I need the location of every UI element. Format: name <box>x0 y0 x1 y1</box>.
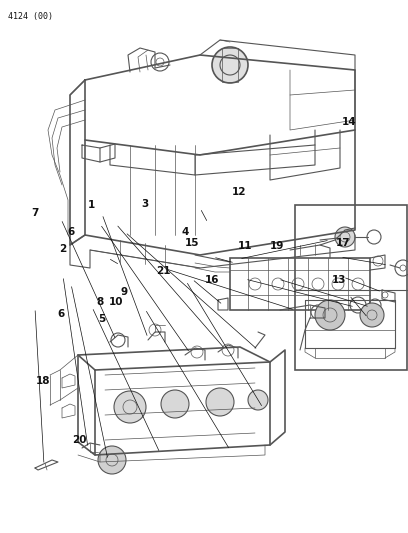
Text: 6: 6 <box>68 227 75 237</box>
Text: 4: 4 <box>182 227 189 237</box>
Text: 14: 14 <box>341 117 356 126</box>
Circle shape <box>98 446 126 474</box>
Text: 10: 10 <box>109 297 124 307</box>
Circle shape <box>212 47 248 83</box>
Text: 8: 8 <box>96 297 104 307</box>
Text: 16: 16 <box>205 275 220 285</box>
Text: 21: 21 <box>156 266 171 276</box>
Text: 11: 11 <box>237 241 252 251</box>
Circle shape <box>315 300 345 330</box>
Text: 6: 6 <box>58 310 65 319</box>
Circle shape <box>335 227 355 247</box>
Text: 12: 12 <box>231 187 246 197</box>
Bar <box>295 205 407 370</box>
Circle shape <box>114 391 146 423</box>
Text: 20: 20 <box>72 435 87 445</box>
Text: 3: 3 <box>141 199 149 208</box>
Text: 19: 19 <box>270 241 285 251</box>
Text: 7: 7 <box>31 208 38 218</box>
Circle shape <box>360 303 384 327</box>
Circle shape <box>161 390 189 418</box>
Text: 5: 5 <box>98 314 106 324</box>
Text: 9: 9 <box>121 287 128 297</box>
Circle shape <box>248 390 268 410</box>
Text: 2: 2 <box>60 245 67 254</box>
Circle shape <box>206 388 234 416</box>
Text: 13: 13 <box>331 275 346 285</box>
Bar <box>230 258 370 310</box>
Text: 17: 17 <box>335 238 350 247</box>
Text: 18: 18 <box>35 376 50 386</box>
Text: 4124 (00): 4124 (00) <box>8 12 53 21</box>
Text: 1: 1 <box>88 200 95 210</box>
Text: 15: 15 <box>184 238 199 247</box>
